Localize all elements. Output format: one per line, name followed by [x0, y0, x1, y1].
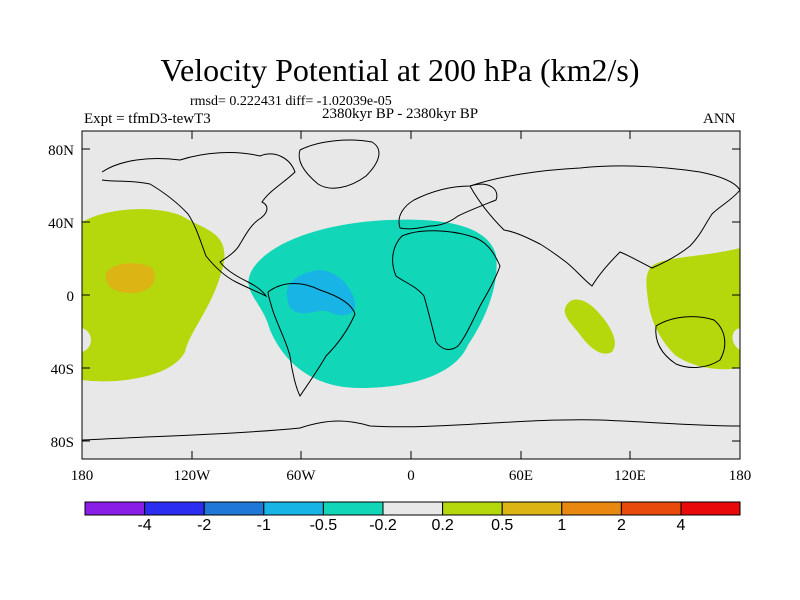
indian-ocean-positive: [564, 299, 615, 354]
colorbar-box-7: [442, 501, 503, 516]
coastlines: [82, 139, 740, 441]
lon-label-180e: 180: [729, 468, 752, 484]
colorbar-box-8: [501, 501, 563, 516]
central-pacific-core: [105, 263, 155, 294]
colorbar-label: -4: [137, 517, 152, 534]
lat-label-80s: 80S: [51, 435, 74, 451]
colorbar-label: -2: [197, 517, 212, 534]
lon-label-120e: 120E: [614, 468, 646, 484]
colorbar-box-6: [382, 501, 444, 516]
coast-australia: [655, 316, 726, 368]
colorbar-label: 4: [676, 517, 686, 534]
colorbar-box-5: [322, 501, 384, 516]
colorbar-box-3: [203, 501, 265, 516]
coast-greenland: [298, 139, 380, 189]
colorbar-box-1: [84, 501, 146, 516]
atlantic-africa-negative: [248, 219, 497, 388]
colorbar-label: 1: [557, 517, 567, 534]
western-pacific-positive: [646, 248, 740, 370]
central-pacific-positive: [82, 209, 225, 382]
colorbar-box-9: [561, 501, 622, 516]
colorbar-box-11: [680, 501, 741, 516]
lat-label-40n: 40N: [48, 216, 74, 232]
lon-label-60e: 60E: [509, 468, 533, 484]
colorbar-box-2: [144, 501, 205, 516]
amazon-core: [286, 270, 356, 316]
colorbar-label: 0.5: [491, 517, 514, 534]
coast-south-america: [267, 283, 356, 397]
colorbar-label: 0.2: [431, 517, 454, 534]
lat-label-0: 0: [67, 289, 75, 305]
lon-label-0: 0: [407, 468, 415, 484]
plot-title: Velocity Potential at 200 hPa (km2/s): [160, 52, 640, 88]
lat-label-80n: 80N: [48, 143, 74, 159]
season-label: ANN: [703, 111, 736, 127]
lon-label-120w: 120W: [174, 468, 212, 484]
colorbar-label: -0.2: [369, 517, 397, 534]
experiment-label: Expt = tfmD3-tewT3: [84, 111, 211, 127]
axis-ticks: [81, 131, 741, 459]
lon-label-60w: 60W: [286, 468, 316, 484]
colorbar-label: -0.5: [309, 517, 338, 534]
contour-fields: [82, 209, 740, 388]
colorbar-label: -1: [256, 517, 271, 534]
coast-north-america: [101, 152, 296, 298]
stats-line: rmsd= 0.222431 diff= -1.02039e-05: [190, 94, 392, 109]
colorbar: [84, 501, 741, 516]
lon-label-180w: 180: [71, 468, 94, 484]
colorbar-label: 2: [616, 517, 626, 534]
coast-europe: [398, 183, 498, 230]
colorbar-box-10: [620, 501, 682, 516]
coast-antarctica: [82, 419, 740, 441]
coast-africa: [392, 230, 501, 350]
lat-label-40s: 40S: [51, 362, 74, 378]
period-label: 2380kyr BP - 2380kyr BP: [322, 106, 479, 122]
colorbar-box-4: [263, 501, 324, 516]
coast-asia: [469, 165, 740, 287]
